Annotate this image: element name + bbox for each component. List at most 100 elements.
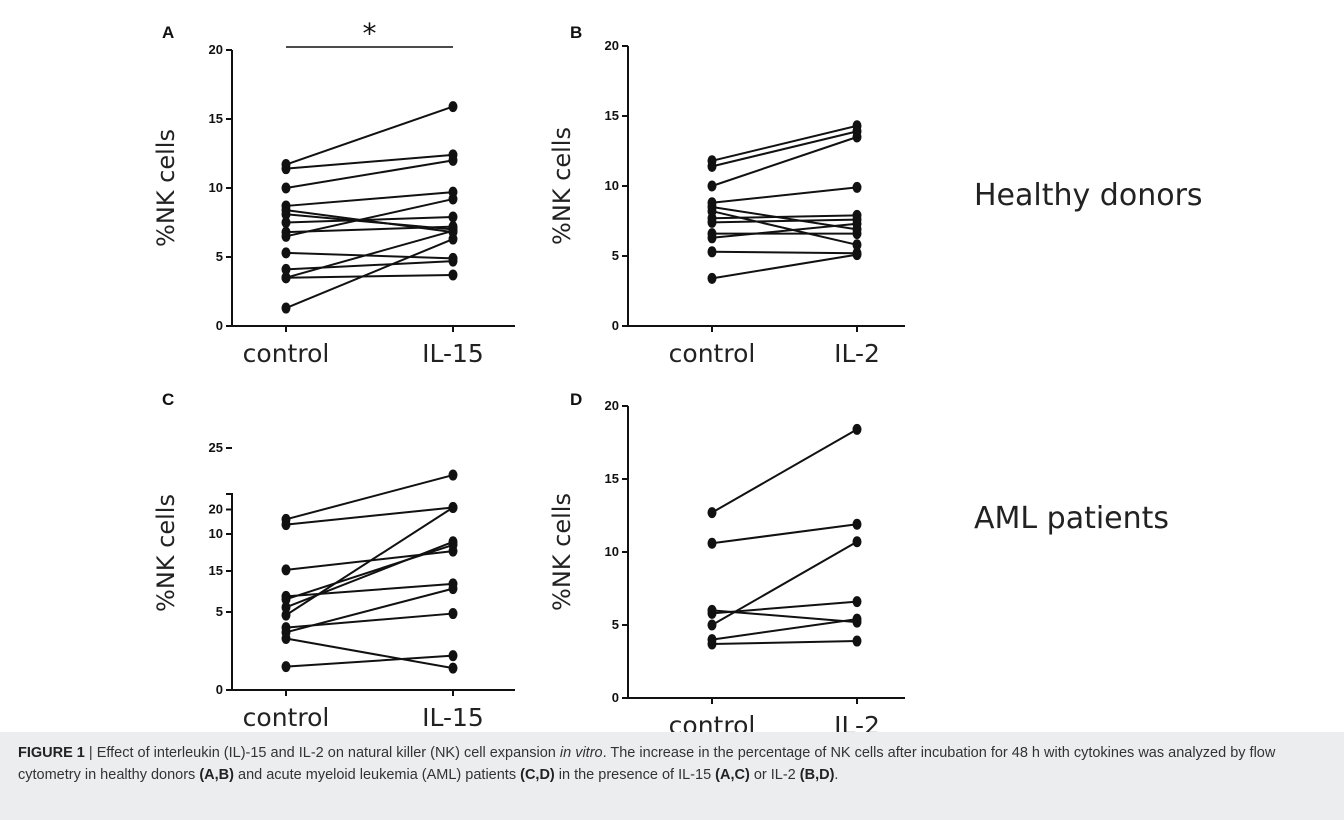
- data-point-treated: [852, 181, 862, 193]
- pair-line: [285, 153, 454, 170]
- caption-separator: |: [84, 745, 97, 761]
- y-tick-label: 15: [209, 111, 223, 126]
- x-category-label: control: [243, 703, 330, 732]
- y-axis-label: %NK cells: [548, 127, 576, 245]
- pair-line: [285, 229, 454, 279]
- pair-line: [285, 612, 454, 629]
- data-point-treated: [852, 616, 862, 628]
- panel-b: B 0 5 10 15 20 %NK cells control IL-2: [548, 23, 905, 368]
- data-point-treated: [448, 469, 458, 481]
- data-point-control: [707, 180, 717, 192]
- y-tick-label: 0: [612, 690, 619, 705]
- caption-text-6: .: [834, 767, 839, 783]
- pair-line: [711, 210, 858, 246]
- pair-line: [711, 640, 858, 645]
- pair-line: [711, 136, 858, 187]
- panel-letter-c: C: [162, 390, 174, 409]
- pair-line: [285, 654, 454, 668]
- data-point-treated: [852, 518, 862, 530]
- panel-a: A 0 5 10 15 20 %NK cells control IL-15 *: [152, 17, 515, 368]
- panel-letter-a: A: [162, 23, 174, 42]
- pair-line: [285, 198, 454, 238]
- pair-line: [711, 130, 858, 168]
- data-point-treated: [448, 149, 458, 161]
- pair-line: [285, 273, 454, 279]
- pair-line: [285, 543, 454, 601]
- y-tick-label: 5: [612, 617, 619, 632]
- data-point-treated: [852, 596, 862, 608]
- data-point-control: [281, 661, 291, 673]
- y-tick-label: 0: [612, 318, 619, 333]
- data-point-control: [281, 159, 291, 171]
- y-tick-label: 5: [216, 249, 223, 264]
- data-point-control: [281, 513, 291, 525]
- data-point-control: [281, 302, 291, 314]
- data-point-control: [281, 601, 291, 613]
- caption-text-5: or IL-2: [749, 767, 800, 783]
- pair-line: [285, 191, 454, 207]
- caption-ref-cd: (C,D): [520, 767, 555, 783]
- data-point-treated: [852, 120, 862, 132]
- data-point-control: [281, 182, 291, 194]
- data-point-treated: [852, 209, 862, 221]
- pair-line: [285, 637, 454, 670]
- pair-line: [285, 238, 454, 309]
- pair-line: [711, 124, 858, 162]
- group-label-aml: AML patients: [974, 501, 1169, 536]
- data-point-treated: [448, 650, 458, 662]
- y-tick-label: 20: [605, 38, 619, 53]
- pair-line: [711, 206, 858, 231]
- pair-line: [285, 159, 454, 189]
- data-point-treated: [448, 578, 458, 590]
- data-point-treated: [448, 269, 458, 281]
- figure-caption: FIGURE 1 | Effect of interleukin (IL)-15…: [0, 732, 1344, 820]
- pair-line: [711, 218, 858, 224]
- x-category-label: IL-15: [422, 703, 484, 732]
- data-point-control: [281, 593, 291, 605]
- y-axis-label: %NK cells: [152, 129, 180, 247]
- panel-letter-b: B: [570, 23, 582, 42]
- y-tick-label: 20: [209, 502, 223, 517]
- pair-line: [285, 260, 454, 271]
- caption-text-1: Effect of interleukin (IL)-15 and IL-2 o…: [96, 745, 560, 761]
- data-point-treated: [852, 247, 862, 259]
- data-point-treated: [448, 662, 458, 674]
- y-tick-label: 10: [605, 178, 619, 193]
- data-point-treated: [448, 501, 458, 513]
- pair-line: [285, 251, 454, 260]
- caption-text-3: and acute myeloid leukemia (AML) patient…: [233, 767, 521, 783]
- pair-line: [285, 582, 454, 598]
- data-point-treated: [448, 186, 458, 198]
- y-tick-label: 20: [605, 398, 619, 413]
- panel-c: C 0 5 10 15 20 25 %NK cells control IL-15: [152, 390, 515, 732]
- data-point-control: [281, 622, 291, 634]
- y-tick-label: 10: [209, 180, 223, 195]
- caption-ref-ac: (A,C): [715, 767, 750, 783]
- data-point-control: [707, 634, 717, 646]
- data-point-control: [707, 604, 717, 616]
- caption-text-4: in the presence of IL-15: [554, 767, 716, 783]
- data-point-control: [281, 247, 291, 259]
- caption-text-2: . The increase in the percentage of NK c…: [18, 745, 1276, 783]
- x-category-label: IL-15: [422, 339, 484, 368]
- data-point-treated: [448, 608, 458, 620]
- panel-letter-d: D: [570, 390, 582, 409]
- pair-line: [711, 618, 858, 641]
- pair-line: [711, 186, 858, 204]
- pair-line: [711, 523, 858, 545]
- data-point-control: [707, 537, 717, 549]
- y-tick-label: 10: [605, 544, 619, 559]
- x-category-label: control: [669, 339, 756, 368]
- y-tick-label: 25: [209, 440, 223, 455]
- pair-line: [285, 506, 454, 526]
- pair-line: [285, 209, 454, 234]
- x-category-label: IL-2: [834, 339, 880, 368]
- y-tick-label: 15: [605, 108, 619, 123]
- y-tick-label: 5: [612, 248, 619, 263]
- pair-line: [285, 474, 454, 521]
- y-tick-label: 10: [209, 526, 223, 541]
- data-point-control: [707, 507, 717, 519]
- data-point-treated: [448, 252, 458, 264]
- y-tick-label: 15: [209, 563, 223, 578]
